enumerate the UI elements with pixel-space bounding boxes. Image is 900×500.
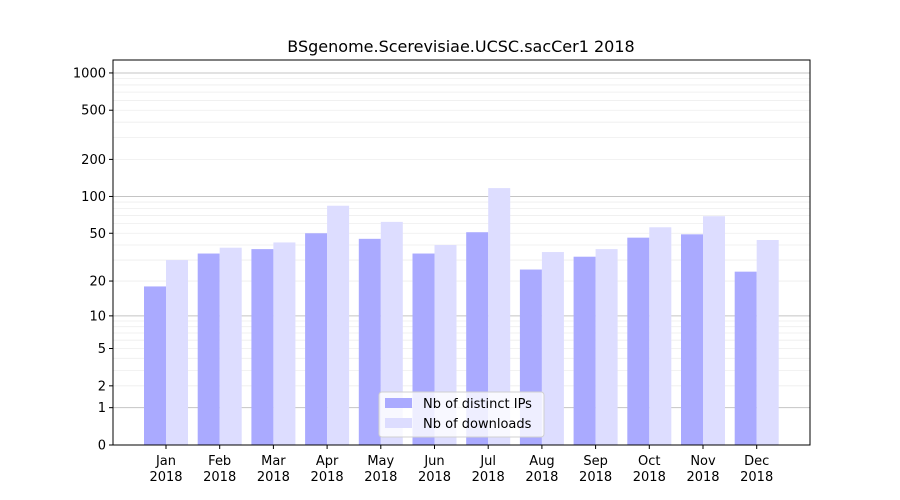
bar-downloads xyxy=(649,227,672,445)
x-tick-label: May 2018 xyxy=(364,454,397,485)
bar-downloads xyxy=(273,242,296,445)
bar-downloads xyxy=(703,216,725,445)
bar-distinct-ips xyxy=(734,271,757,445)
bar-downloads xyxy=(166,260,188,445)
bar-distinct-ips xyxy=(144,286,166,445)
x-tick-label: Jan 2018 xyxy=(149,454,182,485)
legend: Nb of distinct IPs Nb of downloads xyxy=(378,391,545,438)
bar-downloads xyxy=(488,188,511,446)
y-tick-label: 1 xyxy=(98,401,106,416)
x-tick-label: Mar 2018 xyxy=(257,454,290,485)
x-tick-label: Apr 2018 xyxy=(311,454,344,485)
x-tick-label: Sep 2018 xyxy=(579,454,612,485)
bar-distinct-ips xyxy=(627,237,650,445)
bar-downloads xyxy=(380,221,403,445)
y-tick-label: 100 xyxy=(81,190,106,205)
bar-distinct-ips xyxy=(305,233,328,445)
x-tick-label: Dec 2018 xyxy=(740,454,773,485)
y-tick-label: 5 xyxy=(98,342,106,357)
x-tick-label: Aug 2018 xyxy=(525,454,558,485)
legend-swatch xyxy=(385,418,412,428)
legend-label: Nb of distinct IPs xyxy=(423,397,532,412)
chart-title: BSgenome.Scerevisiae.UCSC.sacCer1 2018 xyxy=(287,37,634,56)
bar-downloads xyxy=(756,240,779,445)
legend-swatch xyxy=(385,398,412,408)
y-tick-label: 50 xyxy=(89,227,106,242)
legend-label: Nb of downloads xyxy=(423,417,532,432)
y-tick-label: 500 xyxy=(81,104,106,119)
x-tick-label: Feb 2018 xyxy=(203,454,236,485)
bar-distinct-ips xyxy=(197,253,220,445)
legend-box xyxy=(378,391,545,438)
bar-downloads xyxy=(327,205,350,445)
bar-downloads xyxy=(541,252,564,445)
y-tick-label: 2 xyxy=(98,379,106,394)
bar-distinct-ips xyxy=(358,238,381,445)
y-tick-label: 200 xyxy=(81,153,106,168)
bar-downloads xyxy=(219,247,242,445)
bar-downloads xyxy=(595,249,618,445)
bar-distinct-ips xyxy=(573,256,596,445)
y-tick-label: 1000 xyxy=(73,66,106,81)
bar-distinct-ips xyxy=(681,234,703,445)
bar-distinct-ips xyxy=(251,249,274,445)
plot-frame xyxy=(112,59,811,446)
y-tick-label: 10 xyxy=(89,309,106,324)
x-tick-label: Jul 2018 xyxy=(472,454,505,485)
y-tick-label: 20 xyxy=(89,275,106,290)
x-tick-label: Jun 2018 xyxy=(418,454,451,485)
x-tick-label: Oct 2018 xyxy=(633,454,666,485)
y-tick-label: 0 xyxy=(98,439,106,454)
x-tick-label: Nov 2018 xyxy=(686,454,719,485)
